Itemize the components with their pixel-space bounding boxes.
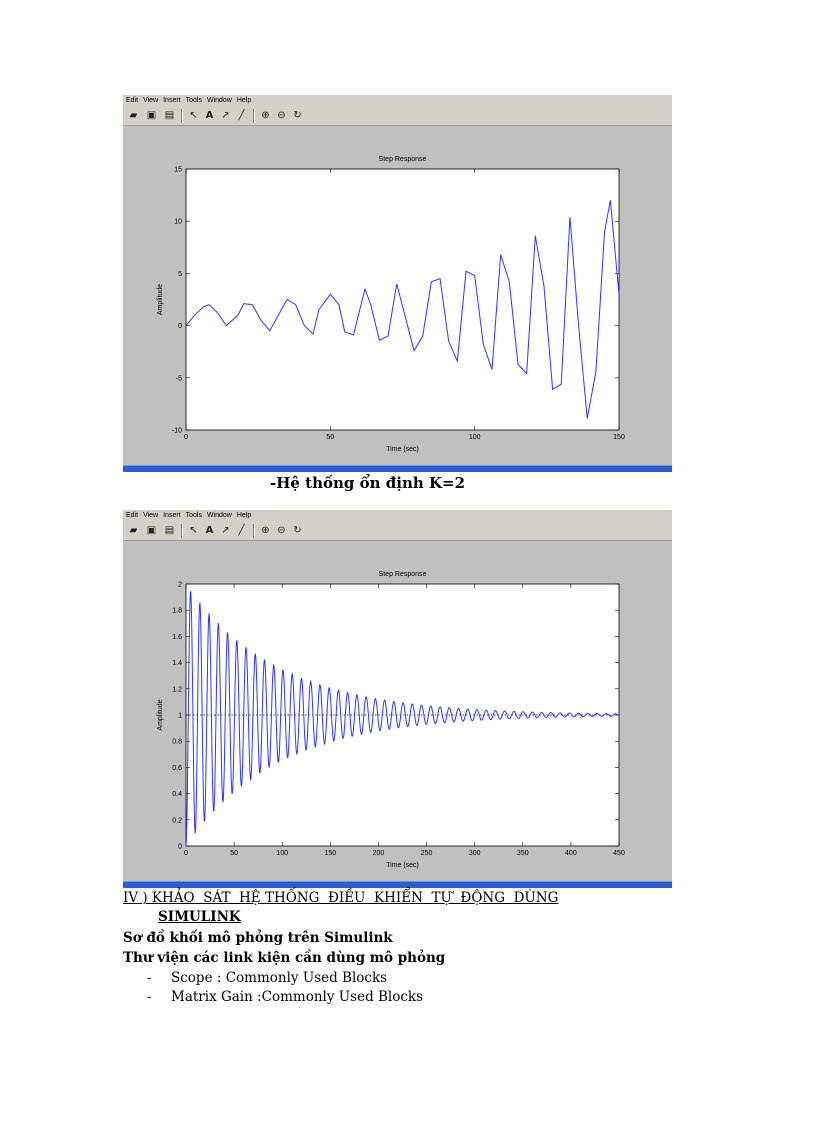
open-icon[interactable]: ▰ xyxy=(129,110,138,121)
y-tick-label: 0.8 xyxy=(172,739,182,746)
print-icon[interactable]: ▤ xyxy=(164,525,175,536)
x-tick-label: 450 xyxy=(613,850,625,857)
taskbar-strip xyxy=(123,881,672,888)
menu-edit[interactable]: Edit xyxy=(126,512,139,519)
plot-frame xyxy=(185,168,620,431)
arrow-icon[interactable]: ↗ xyxy=(221,110,230,121)
list-item-text: Matrix Gain :Commonly Used Blocks xyxy=(171,989,424,1005)
menu-view[interactable]: View xyxy=(143,512,159,519)
rotate-icon[interactable]: ↻ xyxy=(293,525,302,536)
x-tick-label: 400 xyxy=(565,850,577,857)
y-tick-label: 1.4 xyxy=(172,660,182,667)
y-tick-label: 10 xyxy=(174,219,182,226)
open-icon[interactable]: ▰ xyxy=(129,525,138,536)
y-tick-label: 0.4 xyxy=(172,791,182,798)
y-tick-label: 0 xyxy=(178,844,182,851)
x-axis-label: Time (sec) xyxy=(386,446,419,453)
x-tick-label: 200 xyxy=(373,850,385,857)
zoom-out-icon[interactable]: ⊖ xyxy=(277,525,286,536)
zoom-out-icon[interactable]: ⊖ xyxy=(277,110,286,121)
save-icon[interactable]: ▣ xyxy=(146,525,157,536)
text-icon[interactable]: A xyxy=(205,110,214,121)
menu-tools[interactable]: Tools xyxy=(185,97,202,104)
heading-line-2: SIMULINK xyxy=(158,909,241,925)
y-tick-label: -10 xyxy=(172,428,182,435)
y-tick-label: 1.8 xyxy=(172,608,182,615)
menu-help[interactable]: Help xyxy=(236,512,252,519)
menu-insert[interactable]: Insert xyxy=(163,97,181,104)
x-tick-label: 250 xyxy=(421,850,433,857)
step-response-line xyxy=(185,200,620,419)
chart-title: Step Response xyxy=(379,571,427,578)
x-axis-label: Time (sec) xyxy=(386,862,419,869)
x-tick-label: 300 xyxy=(469,850,481,857)
y-tick-label: 1.2 xyxy=(172,686,182,693)
step-response-chart-2: Step Response Time (sec) Amplitude 0 50 100 15… xyxy=(157,571,625,869)
figure-window-1: Edit View Insert Tools Window Help ▰ ▣ ▤ ↖ A … xyxy=(123,95,672,472)
zoom-in-icon[interactable]: ⊕ xyxy=(261,525,270,536)
x-tick-label: 100 xyxy=(276,850,288,857)
menu-bar: Edit View Insert Tools Window Help xyxy=(123,510,672,522)
plot-area-2: Step Response Time (sec) Amplitude 0 50 100 15… xyxy=(123,541,672,882)
x-tick-label: 100 xyxy=(469,434,481,441)
toolbar: ▰ ▣ ▤ ↖ A ↗ ╱ ⊕ ⊖ ↻ xyxy=(123,107,672,126)
x-tick-label: 150 xyxy=(324,850,336,857)
y-tick-label: 2 xyxy=(178,582,182,589)
arrow-icon[interactable]: ↗ xyxy=(221,525,230,536)
y-axis-label: Amplitude xyxy=(157,699,164,730)
y-tick-label: 5 xyxy=(178,271,182,278)
menu-bar: Edit View Insert Tools Window Help xyxy=(123,95,672,107)
list-item: - Scope : Commonly Used Blocks xyxy=(147,970,388,986)
menu-tools[interactable]: Tools xyxy=(185,512,202,519)
figure-window-2: Edit View Insert Tools Window Help ▰ ▣ ▤ ↖ A … xyxy=(123,510,672,888)
menu-window[interactable]: Window xyxy=(206,97,232,104)
line-icon[interactable]: ╱ xyxy=(238,525,245,536)
pointer-icon[interactable]: ↖ xyxy=(189,110,198,121)
y-tick-label: 1.6 xyxy=(172,634,182,641)
x-tick-label: 0 xyxy=(184,434,188,441)
print-icon[interactable]: ▤ xyxy=(164,110,175,121)
x-tick-label: 50 xyxy=(326,434,334,441)
y-axis-label: Amplitude xyxy=(157,284,164,315)
y-tick-label: 15 xyxy=(174,167,182,174)
simulink-diagram-line: Sơ đồ khối mô phỏng trên Simulink xyxy=(123,930,393,946)
save-icon[interactable]: ▣ xyxy=(146,110,157,121)
menu-window[interactable]: Window xyxy=(206,512,232,519)
y-tick-label: 0.2 xyxy=(172,817,182,824)
zoom-in-icon[interactable]: ⊕ xyxy=(261,110,270,121)
caption-stable-system: -Hệ thống ổn định K=2 xyxy=(270,474,466,492)
y-tick-label: -5 xyxy=(176,375,182,382)
menu-edit[interactable]: Edit xyxy=(126,97,139,104)
menu-help[interactable]: Help xyxy=(236,97,252,104)
section-heading: IV ) KHẢO SÁT HỆ THỐNG ĐIỀU KHIỂN TỰ ĐỘN… xyxy=(123,889,616,927)
rotate-icon[interactable]: ↻ xyxy=(293,110,302,121)
y-tick-label: 0 xyxy=(178,323,182,330)
x-tick-label: 50 xyxy=(230,850,238,857)
text-icon[interactable]: A xyxy=(205,525,214,536)
plot-area-1: Step Response Time (sec) Amplitude 0 50 100 15… xyxy=(123,126,672,466)
list-item-text: Scope : Commonly Used Blocks xyxy=(171,970,388,986)
menu-view[interactable]: View xyxy=(143,97,159,104)
pointer-icon[interactable]: ↖ xyxy=(189,525,198,536)
heading-line-1: IV ) KHẢO SÁT HỆ THỐNG ĐIỀU KHIỂN TỰ ĐỘN… xyxy=(123,890,559,906)
y-tick-label: 1 xyxy=(178,713,182,720)
menu-insert[interactable]: Insert xyxy=(163,512,181,519)
toolbar: ▰ ▣ ▤ ↖ A ↗ ╱ ⊕ ⊖ ↻ xyxy=(123,522,672,541)
x-tick-label: 350 xyxy=(517,850,529,857)
library-line: Thư viện các link kiện cần dùng mô phỏng xyxy=(123,950,446,966)
y-tick-label: 0.6 xyxy=(172,765,182,772)
taskbar-strip xyxy=(123,465,672,472)
chart-title: Step Response xyxy=(379,156,427,163)
step-response-line xyxy=(185,590,620,847)
x-tick-label: 150 xyxy=(613,434,625,441)
line-icon[interactable]: ╱ xyxy=(238,110,245,121)
list-item: - Matrix Gain :Commonly Used Blocks xyxy=(147,989,424,1005)
x-tick-label: 0 xyxy=(184,850,188,857)
